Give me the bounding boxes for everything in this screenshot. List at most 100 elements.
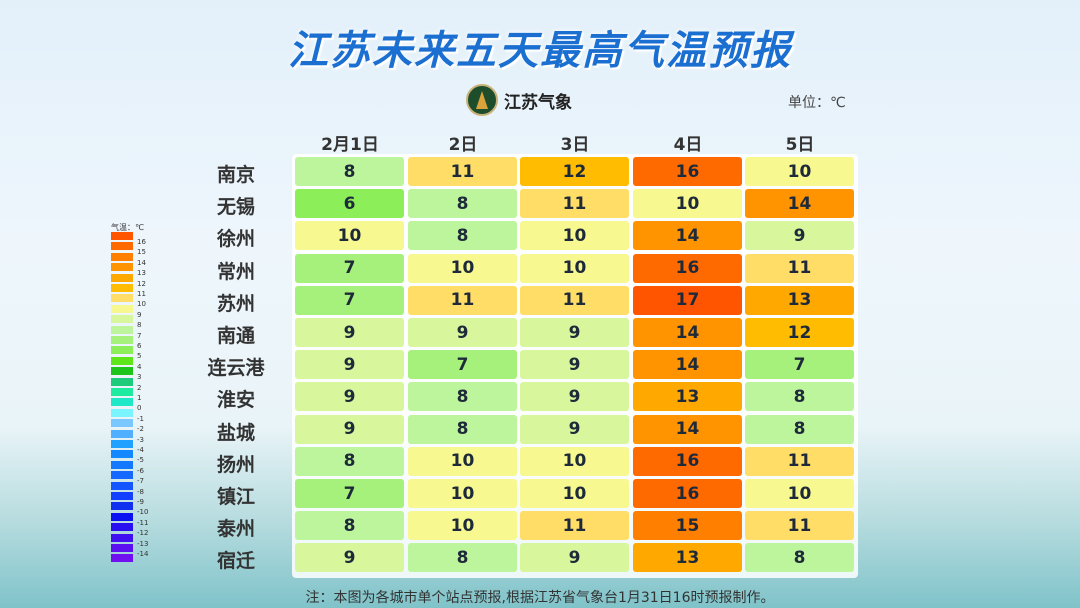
legend-label: 10 [137,300,146,309]
legend-swatch [111,273,133,282]
heatmap-cell: 14 [633,414,742,444]
heatmap-cell: 10 [745,157,854,186]
heatmap-cell: 9 [295,382,404,412]
legend-swatch [111,533,133,542]
legend-label: 9 [137,310,142,319]
heatmap-cell: 7 [295,285,404,315]
column-header: 2月1日 [321,135,379,155]
heatmap-cell: 16 [633,446,742,476]
row-label: 扬州 [216,453,255,476]
heatmap-cell: 9 [520,350,629,380]
row-label: 淮安 [216,389,255,412]
heatmap-cell: 10 [520,221,629,251]
legend-label: 5 [137,352,142,361]
row-label: 盐城 [216,421,255,444]
legend-label: -3 [137,435,144,444]
heatmap-cell: 9 [520,543,629,573]
row-label: 泰州 [216,518,255,541]
heatmap-cell: 7 [408,350,517,380]
legend-label: 2 [137,383,142,392]
legend-label: 4 [137,362,142,371]
legend-label: 15 [137,248,146,257]
heatmap-cell: 16 [633,479,742,508]
legend-label: -14 [137,550,149,558]
legend-swatch [111,263,133,272]
legend-swatch [111,492,133,500]
heatmap-cell: 10 [745,479,854,508]
heatmap-cell: 10 [520,446,629,476]
legend-label: 1 [137,394,142,402]
heatmap-cell: 13 [633,382,742,412]
legend-swatch [111,398,133,407]
heatmap-cell: 8 [295,446,404,476]
heatmap-cell: 13 [745,285,854,315]
row-label: 镇江 [216,486,255,508]
heatmap-cell: 8 [745,382,854,412]
heatmap-cell: 7 [295,479,404,508]
heatmap-cell: 9 [520,318,629,347]
heatmap-cell: 9 [295,543,404,573]
legend-label: -11 [137,518,149,527]
heatmap-cell: 8 [408,414,517,444]
heatmap-cell: 9 [295,318,404,347]
row-label: 连云港 [207,357,265,380]
heatmap-cell: 14 [633,221,742,251]
legend-label: -7 [137,477,144,486]
legend-swatch [111,512,133,521]
heatmap-cell: 13 [633,543,742,573]
footnote: 注：本图为各城市单个站点预报,根据江苏省气象台1月31日16时预报制作。 [305,590,775,606]
heatmap-cell: 16 [633,157,742,186]
heatmap-cell: 11 [408,157,517,186]
legend-swatch [111,429,133,438]
legend-swatch [111,554,133,563]
legend-label: 12 [137,279,146,288]
page-title: 江苏未来五天最高气温预报 [288,28,792,74]
legend-label: -8 [137,487,144,496]
legend-label: -4 [137,446,144,454]
heatmap-cell: 6 [295,189,404,219]
legend-label: -6 [137,466,144,475]
legend-swatch [111,336,133,344]
legend-title: 气温：℃ [111,223,144,232]
heatmap-cell: 9 [408,318,517,347]
legend-swatch [111,471,133,480]
legend-label: 6 [137,342,142,350]
heatmap-cell: 14 [745,189,854,219]
heatmap-cell: 8 [745,543,854,573]
legend-label: -12 [137,529,149,538]
row-label: 南通 [216,325,255,347]
legend-label: 3 [137,373,142,382]
heatmap-cell: 9 [520,382,629,412]
heatmap-cell: 11 [745,446,854,476]
legend-swatch [111,377,133,386]
legend-label: 7 [137,331,142,340]
heatmap-cell: 17 [633,285,742,315]
heatmap-cell: 15 [633,511,742,541]
heatmap-cell: 8 [295,157,404,186]
row-label: 南京 [216,164,255,186]
logo: 江苏气象 [466,84,572,116]
heatmap-cell: 11 [745,511,854,541]
heatmap-cell: 8 [408,189,517,219]
unit-label: 单位：℃ [788,95,846,111]
legend-label: 14 [137,258,146,267]
heatmap-cell: 8 [408,382,517,412]
heatmap-cell: 10 [633,189,742,219]
heatmap-cell: 8 [408,543,517,573]
heatmap-cell: 12 [520,157,629,186]
legend-swatch [111,419,133,428]
logo-text: 江苏气象 [504,92,572,113]
legend-swatch [111,367,133,376]
heatmap-cell: 10 [408,479,517,508]
heatmap-cell: 11 [745,253,854,283]
heatmap-cell: 8 [295,511,404,541]
heatmap-cell: 12 [745,318,854,347]
heatmap-cell: 7 [745,350,854,380]
column-header: 4日 [673,135,703,155]
heatmap-cell: 11 [520,285,629,315]
row-label: 常州 [216,260,255,283]
legend-label: 11 [137,290,146,298]
heatmap-cell: 7 [295,253,404,283]
legend-label: -5 [137,456,144,465]
heatmap-cell: 11 [520,511,629,541]
